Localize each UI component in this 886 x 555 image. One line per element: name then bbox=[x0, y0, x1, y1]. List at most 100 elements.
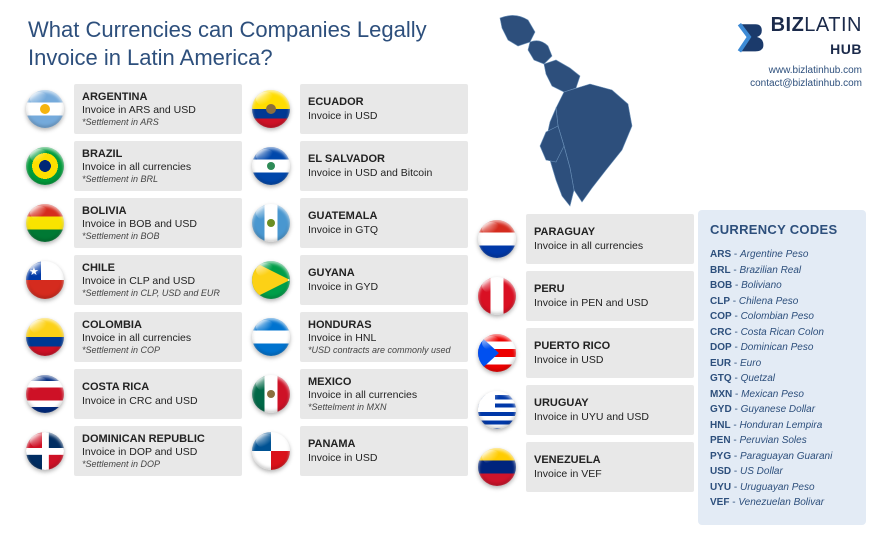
flag-wrap bbox=[250, 430, 292, 472]
logo-icon bbox=[733, 21, 765, 53]
country-name: PERU bbox=[534, 283, 686, 296]
invoice-text: Invoice in CRC and USD bbox=[82, 395, 234, 408]
country-info: EL SALVADORInvoice in USD and Bitcoin bbox=[300, 141, 468, 191]
flag-wrap bbox=[24, 373, 66, 415]
country-info: BRAZILInvoice in all currencies*Settleme… bbox=[74, 141, 242, 191]
country-info: DOMINICAN REPUBLICInvoice in DOP and USD… bbox=[74, 426, 242, 476]
settlement-note: *Settlement in BOB bbox=[82, 231, 234, 242]
country-info: BOLIVIAInvoice in BOB and USD*Settlement… bbox=[74, 198, 242, 248]
flag-wrap bbox=[24, 430, 66, 472]
country-card: GUATEMALAInvoice in GTQ bbox=[250, 198, 468, 248]
country-card: CHILEInvoice in CLP and USD*Settlement i… bbox=[24, 255, 242, 305]
flag-icon bbox=[26, 261, 64, 299]
flag-icon bbox=[252, 261, 290, 299]
flag-wrap bbox=[476, 275, 518, 317]
settlement-note: *Settlement in DOP bbox=[82, 459, 234, 470]
flag-icon bbox=[478, 220, 516, 258]
codes-title: CURRENCY CODES bbox=[710, 222, 854, 237]
invoice-text: Invoice in UYU and USD bbox=[534, 411, 686, 424]
country-card: PARAGUAYInvoice in all currencies bbox=[476, 214, 694, 264]
code-line: PEN - Peruvian Soles bbox=[710, 433, 854, 449]
flag-wrap bbox=[476, 446, 518, 488]
country-name: GUYANA bbox=[308, 267, 460, 280]
country-name: BOLIVIA bbox=[82, 205, 234, 218]
code-line: ARS - Argentine Peso bbox=[710, 247, 854, 263]
country-card: MEXICOInvoice in all currencies*Settelme… bbox=[250, 369, 468, 419]
country-name: PARAGUAY bbox=[534, 226, 686, 239]
flag-wrap bbox=[250, 373, 292, 415]
country-card: GUYANAInvoice in GYD bbox=[250, 255, 468, 305]
code-line: MXN - Mexican Peso bbox=[710, 387, 854, 403]
code-line: CRC - Costa Rican Colon bbox=[710, 325, 854, 341]
flag-icon bbox=[252, 318, 290, 356]
country-info: PARAGUAYInvoice in all currencies bbox=[526, 214, 694, 264]
flag-icon bbox=[26, 147, 64, 185]
country-name: PUERTO RICO bbox=[534, 340, 686, 353]
code-line: EUR - Euro bbox=[710, 356, 854, 372]
invoice-text: Invoice in HNL bbox=[308, 332, 460, 345]
invoice-text: Invoice in USD bbox=[534, 354, 686, 367]
invoice-text: Invoice in BOB and USD bbox=[82, 218, 234, 231]
country-card: COLOMBIAInvoice in all currencies*Settle… bbox=[24, 312, 242, 362]
column-2: ECUADORInvoice in USDEL SALVADORInvoice … bbox=[250, 84, 468, 492]
country-name: HONDURAS bbox=[308, 319, 460, 332]
country-card: PERUInvoice in PEN and USD bbox=[476, 271, 694, 321]
settlement-note: *Settlement in ARS bbox=[82, 117, 234, 128]
country-name: GUATEMALA bbox=[308, 210, 460, 223]
flag-icon bbox=[252, 432, 290, 470]
flag-wrap bbox=[476, 332, 518, 374]
country-name: BRAZIL bbox=[82, 148, 234, 161]
brand-logo: BIZLATIN HUB bbox=[733, 14, 862, 60]
country-info: MEXICOInvoice in all currencies*Settelme… bbox=[300, 369, 468, 419]
country-info: VENEZUELAInvoice in VEF bbox=[526, 442, 694, 492]
settlement-note: *Settlement in BRL bbox=[82, 174, 234, 185]
brand-email: contact@bizlatinhub.com bbox=[733, 77, 862, 90]
country-name: ARGENTINA bbox=[82, 91, 234, 104]
code-line: UYU - Uruguayan Peso bbox=[710, 480, 854, 496]
invoice-text: Invoice in all currencies bbox=[82, 161, 234, 174]
codes-list: ARS - Argentine PesoBRL - Brazilian Real… bbox=[710, 247, 854, 511]
invoice-text: Invoice in DOP and USD bbox=[82, 446, 234, 459]
country-name: DOMINICAN REPUBLIC bbox=[82, 433, 234, 446]
country-info: GUYANAInvoice in GYD bbox=[300, 255, 468, 305]
invoice-text: Invoice in USD and Bitcoin bbox=[308, 167, 460, 180]
country-info: HONDURASInvoice in HNL*USD contracts are… bbox=[300, 312, 468, 362]
country-info: CHILEInvoice in CLP and USD*Settlement i… bbox=[74, 255, 242, 305]
country-card: URUGUAYInvoice in UYU and USD bbox=[476, 385, 694, 435]
country-card: VENEZUELAInvoice in VEF bbox=[476, 442, 694, 492]
invoice-text: Invoice in USD bbox=[308, 452, 460, 465]
code-line: CLP - Chilena Peso bbox=[710, 294, 854, 310]
flag-wrap bbox=[250, 202, 292, 244]
country-name: ECUADOR bbox=[308, 96, 460, 109]
invoice-text: Invoice in PEN and USD bbox=[534, 297, 686, 310]
country-info: PUERTO RICOInvoice in USD bbox=[526, 328, 694, 378]
country-name: VENEZUELA bbox=[534, 454, 686, 467]
country-info: ECUADORInvoice in USD bbox=[300, 84, 468, 134]
country-info: GUATEMALAInvoice in GTQ bbox=[300, 198, 468, 248]
country-info: URUGUAYInvoice in UYU and USD bbox=[526, 385, 694, 435]
settlement-note: *Settlement in CLP, USD and EUR bbox=[82, 288, 234, 299]
flag-icon bbox=[478, 334, 516, 372]
country-card: BOLIVIAInvoice in BOB and USD*Settlement… bbox=[24, 198, 242, 248]
brand-block: BIZLATIN HUB www.bizlatinhub.com contact… bbox=[733, 14, 862, 90]
flag-wrap bbox=[24, 88, 66, 130]
country-info: PANAMAInvoice in USD bbox=[300, 426, 468, 476]
invoice-text: Invoice in CLP and USD bbox=[82, 275, 234, 288]
column-3: PARAGUAYInvoice in all currenciesPERUInv… bbox=[476, 214, 694, 492]
flag-icon bbox=[26, 432, 64, 470]
code-line: BRL - Brazilian Real bbox=[710, 263, 854, 279]
code-line: BOB - Boliviano bbox=[710, 278, 854, 294]
flag-wrap bbox=[24, 259, 66, 301]
flag-icon bbox=[26, 375, 64, 413]
country-card: BRAZILInvoice in all currencies*Settleme… bbox=[24, 141, 242, 191]
brand-contact: www.bizlatinhub.com contact@bizlatinhub.… bbox=[733, 64, 862, 90]
flag-wrap bbox=[24, 316, 66, 358]
currency-codes-panel: CURRENCY CODES ARS - Argentine PesoBRL -… bbox=[698, 210, 866, 525]
code-line: COP - Colombian Peso bbox=[710, 309, 854, 325]
code-line: PYG - Paraguayan Guarani bbox=[710, 449, 854, 465]
invoice-text: Invoice in USD bbox=[308, 110, 460, 123]
country-card: DOMINICAN REPUBLICInvoice in DOP and USD… bbox=[24, 426, 242, 476]
settlement-note: *USD contracts are commonly used bbox=[308, 345, 460, 356]
code-line: GTQ - Quetzal bbox=[710, 371, 854, 387]
country-card: HONDURASInvoice in HNL*USD contracts are… bbox=[250, 312, 468, 362]
